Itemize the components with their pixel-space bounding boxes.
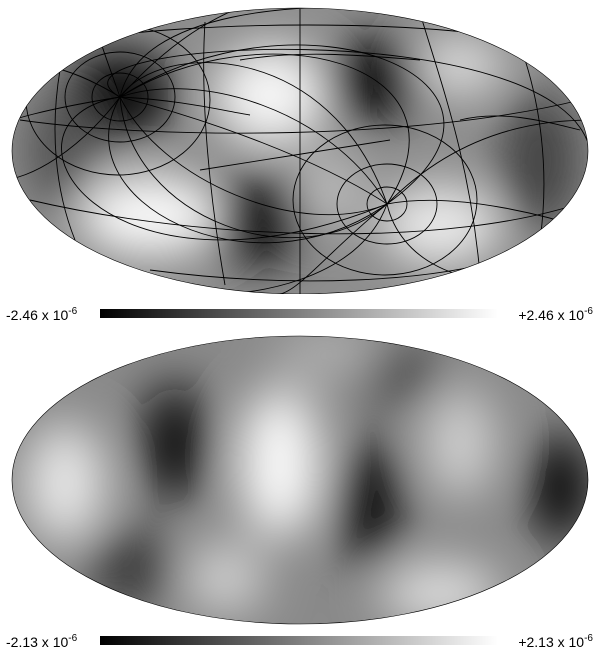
top-map-outline (11, 7, 589, 294)
bottom-map-field (12, 336, 588, 624)
bottom-sky-map (0, 333, 599, 627)
bottom-colorbar-max-label: +2.13 x 10-6 (518, 633, 593, 650)
top-colorbar: -2.46 x 10-6 +2.46 x 10-6 (0, 303, 599, 323)
top-sky-map (0, 0, 599, 294)
top-graticule (12, 8, 588, 294)
bottom-colorbar-min-label: -2.13 x 10-6 (6, 633, 78, 650)
bottom-map-outline (11, 335, 589, 625)
top-colorbar-max-label: +2.46 x 10-6 (518, 306, 593, 323)
bottom-colorbar-gradient (100, 636, 498, 645)
bottom-colorbar: -2.13 x 10-6 +2.13 x 10-6 (0, 630, 599, 650)
top-mollweide-projection (11, 7, 589, 294)
bottom-mollweide-projection (11, 335, 589, 625)
top-colorbar-gradient (100, 309, 498, 318)
top-colorbar-min-label: -2.46 x 10-6 (6, 306, 78, 323)
top-map-field (12, 8, 588, 294)
